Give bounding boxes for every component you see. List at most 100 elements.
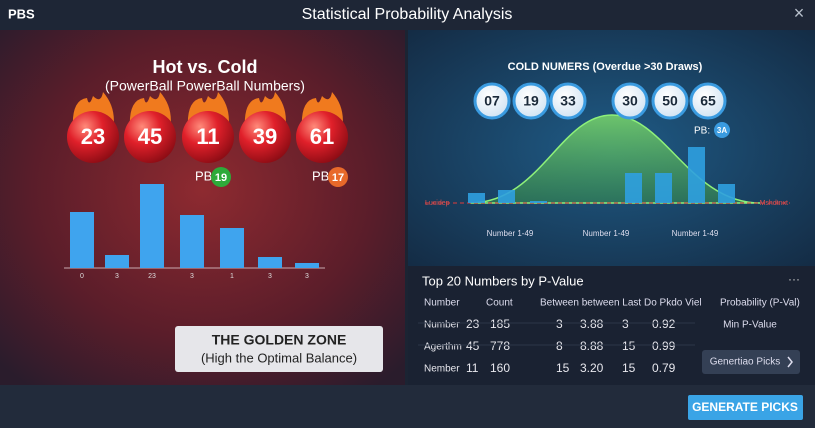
chevron (787, 356, 793, 368)
hot-title: Hot vs. Cold (152, 57, 257, 77)
page-title: Statistical Probability Analysis (302, 6, 513, 23)
cell: 0.92 (652, 317, 676, 331)
cold-title: COLD NUMERS (Overdue >30 Draws) (508, 61, 703, 73)
cold-ball (689, 82, 727, 120)
bar (180, 215, 204, 268)
x-label: Number 1-49 (583, 229, 630, 238)
cell: 160 (490, 361, 510, 375)
bar (530, 201, 547, 203)
column-header: Between between Last (540, 298, 641, 309)
cell: 11 (466, 361, 479, 375)
cold-number: 33 (560, 93, 576, 109)
cold-number: 50 (662, 93, 678, 109)
pb-label: PB: (694, 126, 710, 137)
cell: Number (424, 320, 460, 331)
cell: 8 (556, 339, 563, 353)
bar-label: 0 (80, 273, 84, 280)
hot-ball (124, 111, 176, 163)
column-header: Do Pkdo Viel (644, 298, 702, 309)
hot-number: 23 (81, 124, 105, 149)
x-label: Number 1-49 (487, 229, 534, 238)
cell: 185 (490, 317, 510, 331)
cell: 15 (556, 361, 570, 375)
cell: 3 (556, 317, 563, 331)
hot-ball (296, 111, 348, 163)
pb-ball (714, 122, 730, 138)
cold-ball (512, 82, 550, 120)
pb-number: 3A (717, 126, 727, 135)
bar-label: 3 (305, 273, 309, 280)
logo: PBS (8, 6, 35, 21)
bar (140, 184, 164, 268)
hot-subtitle: (PowerBall PowerBall Numbers) (105, 78, 305, 94)
bar (70, 212, 94, 268)
cell: 0.99 (652, 339, 676, 353)
cold-ball (611, 82, 649, 120)
cell: 23 (466, 317, 480, 331)
cell: 3.20 (580, 361, 604, 375)
table-title: Top 20 Numbers by P-Value (422, 273, 584, 288)
x-label: Number 1-49 (672, 229, 719, 238)
hot-ball (239, 111, 291, 163)
bar-label: 1 (230, 273, 234, 280)
pb-ball (328, 167, 348, 187)
bell-curve (469, 114, 761, 204)
column-header: Number (424, 298, 460, 309)
cell: 15 (622, 339, 636, 353)
cell: 15 (622, 361, 636, 375)
bar (718, 184, 735, 203)
pb-number: 17 (332, 172, 344, 184)
bar-label: 3 (115, 273, 119, 280)
golden-zone-title: THE GOLDEN ZONE (212, 332, 347, 348)
pb-ball (211, 167, 231, 187)
line-label: Mshdtnxt (760, 200, 788, 207)
cell: 3 (622, 317, 629, 331)
cold-ball (473, 82, 511, 120)
hot-number: 45 (138, 124, 162, 149)
bar (220, 228, 244, 268)
cell: 0.79 (652, 361, 676, 375)
footer-bar (0, 385, 815, 428)
cell: 45 (466, 339, 480, 353)
hot-panel (0, 30, 405, 385)
pb-label: PB: (312, 168, 333, 183)
cold-ball (651, 82, 689, 120)
bar (295, 263, 319, 268)
cell: 8.88 (580, 339, 604, 353)
hot-number: 11 (196, 124, 219, 149)
bar (468, 193, 485, 203)
column-header: Probability (P-Val) (720, 298, 800, 309)
bar-label: 3 (268, 273, 272, 280)
bar (625, 173, 642, 203)
cell: Nember (424, 364, 460, 375)
min-p-label: Min P-Value (723, 320, 777, 331)
cell: 3.88 (580, 317, 604, 331)
cell: Agerthm (424, 342, 462, 353)
golden-zone-box (175, 326, 383, 372)
line-label: Lucidep (425, 200, 450, 207)
hot-number: 61 (310, 124, 334, 149)
title-bar (0, 0, 815, 30)
cell: 778 (490, 339, 510, 353)
cold-number: 65 (700, 93, 716, 109)
pb-label: PB: (195, 168, 216, 183)
bar (688, 147, 705, 203)
bar (498, 190, 515, 203)
hot-number: 39 (253, 124, 277, 149)
side-button-label[interactable]: Genertiao Picks (710, 357, 781, 368)
close-button[interactable]: × (794, 3, 805, 23)
bar-label: 3 (190, 273, 194, 280)
side-button[interactable] (702, 350, 800, 374)
generate-button-label[interactable]: GENERATE PICKS (692, 400, 798, 414)
table-menu[interactable]: ··· (788, 272, 800, 286)
pb-number: 19 (215, 172, 227, 184)
cold-number: 30 (622, 93, 638, 109)
hot-ball (67, 111, 119, 163)
generate-button[interactable] (688, 395, 803, 420)
cold-number: 07 (484, 93, 500, 109)
column-header: Count (486, 298, 513, 309)
hot-ball (182, 111, 234, 163)
cold-number: 19 (523, 93, 539, 109)
